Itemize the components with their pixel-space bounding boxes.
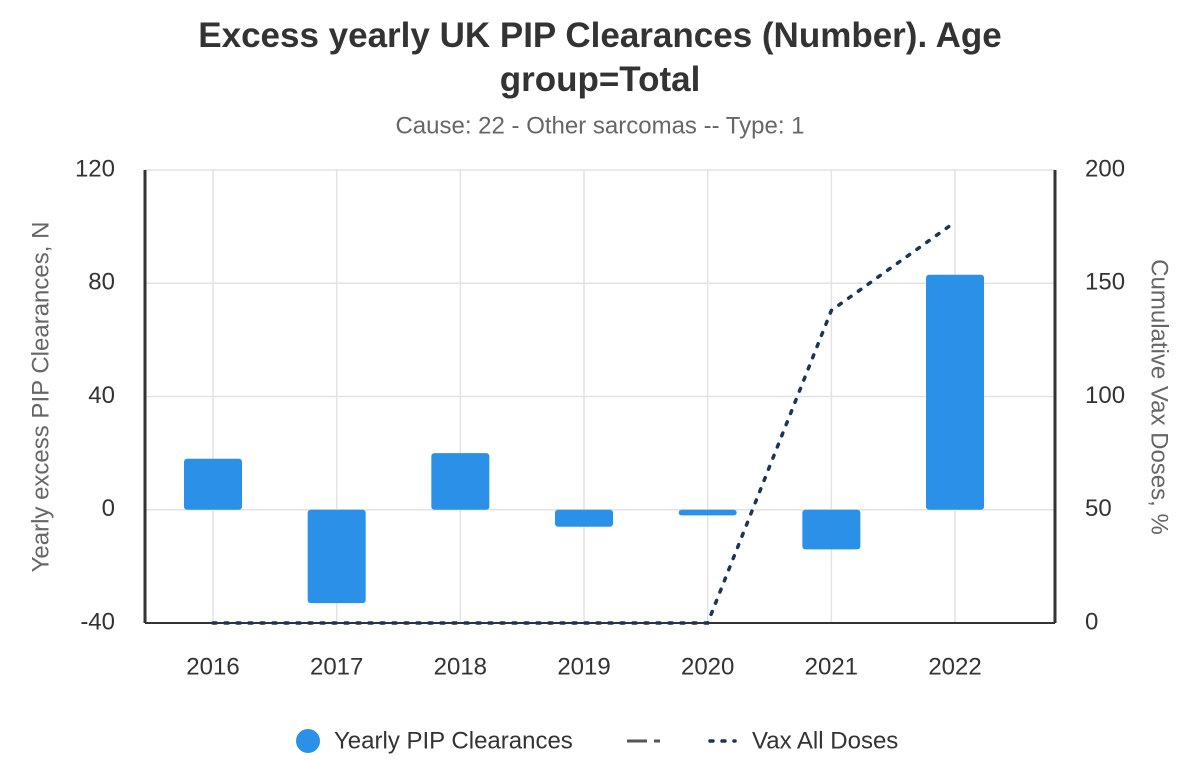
x-tick-label: 2019: [557, 653, 610, 680]
bar: [307, 509, 366, 604]
y2-tick-label: 100: [1085, 382, 1125, 409]
title-line: group=Total: [500, 60, 701, 99]
bar: [555, 509, 614, 527]
bar: [926, 274, 985, 510]
y-tick-label: 120: [75, 155, 115, 182]
y2-tick-label: 50: [1085, 495, 1112, 522]
x-tick-label: 2016: [186, 653, 239, 680]
line: [211, 220, 957, 625]
x-tick-label: 2020: [681, 653, 734, 680]
legend-label: Yearly PIP Clearances: [334, 727, 573, 754]
y-tick-label: 40: [88, 382, 115, 409]
legend-marker: [296, 729, 320, 753]
title-line: Excess yearly UK PIP Clearances (Number)…: [198, 16, 1001, 55]
chart-subtitle: Cause: 22 - Other sarcomas -- Type: 1: [395, 112, 804, 139]
bar: [802, 509, 861, 550]
y2-tick-label: 0: [1085, 608, 1098, 635]
chart-title: Excess yearly UK PIP Clearances (Number)…: [198, 16, 1001, 99]
x-tick-label: 2022: [928, 653, 981, 680]
y2-tick-label: 200: [1085, 155, 1125, 182]
y-tick-label: 80: [88, 269, 115, 296]
bar: [184, 458, 242, 510]
y2-axis-label: Cumulative Vax Doses, %: [1146, 259, 1173, 535]
bar: [678, 509, 737, 516]
x-tick-label: 2018: [434, 653, 487, 680]
x-tick-label: 2017: [310, 653, 363, 680]
legend-label: Vax All Doses: [752, 727, 898, 754]
y-tick-label: -40: [80, 608, 115, 635]
bar: [431, 453, 490, 510]
y2-tick-label: 150: [1085, 269, 1125, 296]
y-tick-label: 0: [102, 495, 115, 522]
x-tick-label: 2021: [805, 653, 858, 680]
y-axis-label: Yearly excess PIP Clearances, N: [27, 222, 54, 573]
